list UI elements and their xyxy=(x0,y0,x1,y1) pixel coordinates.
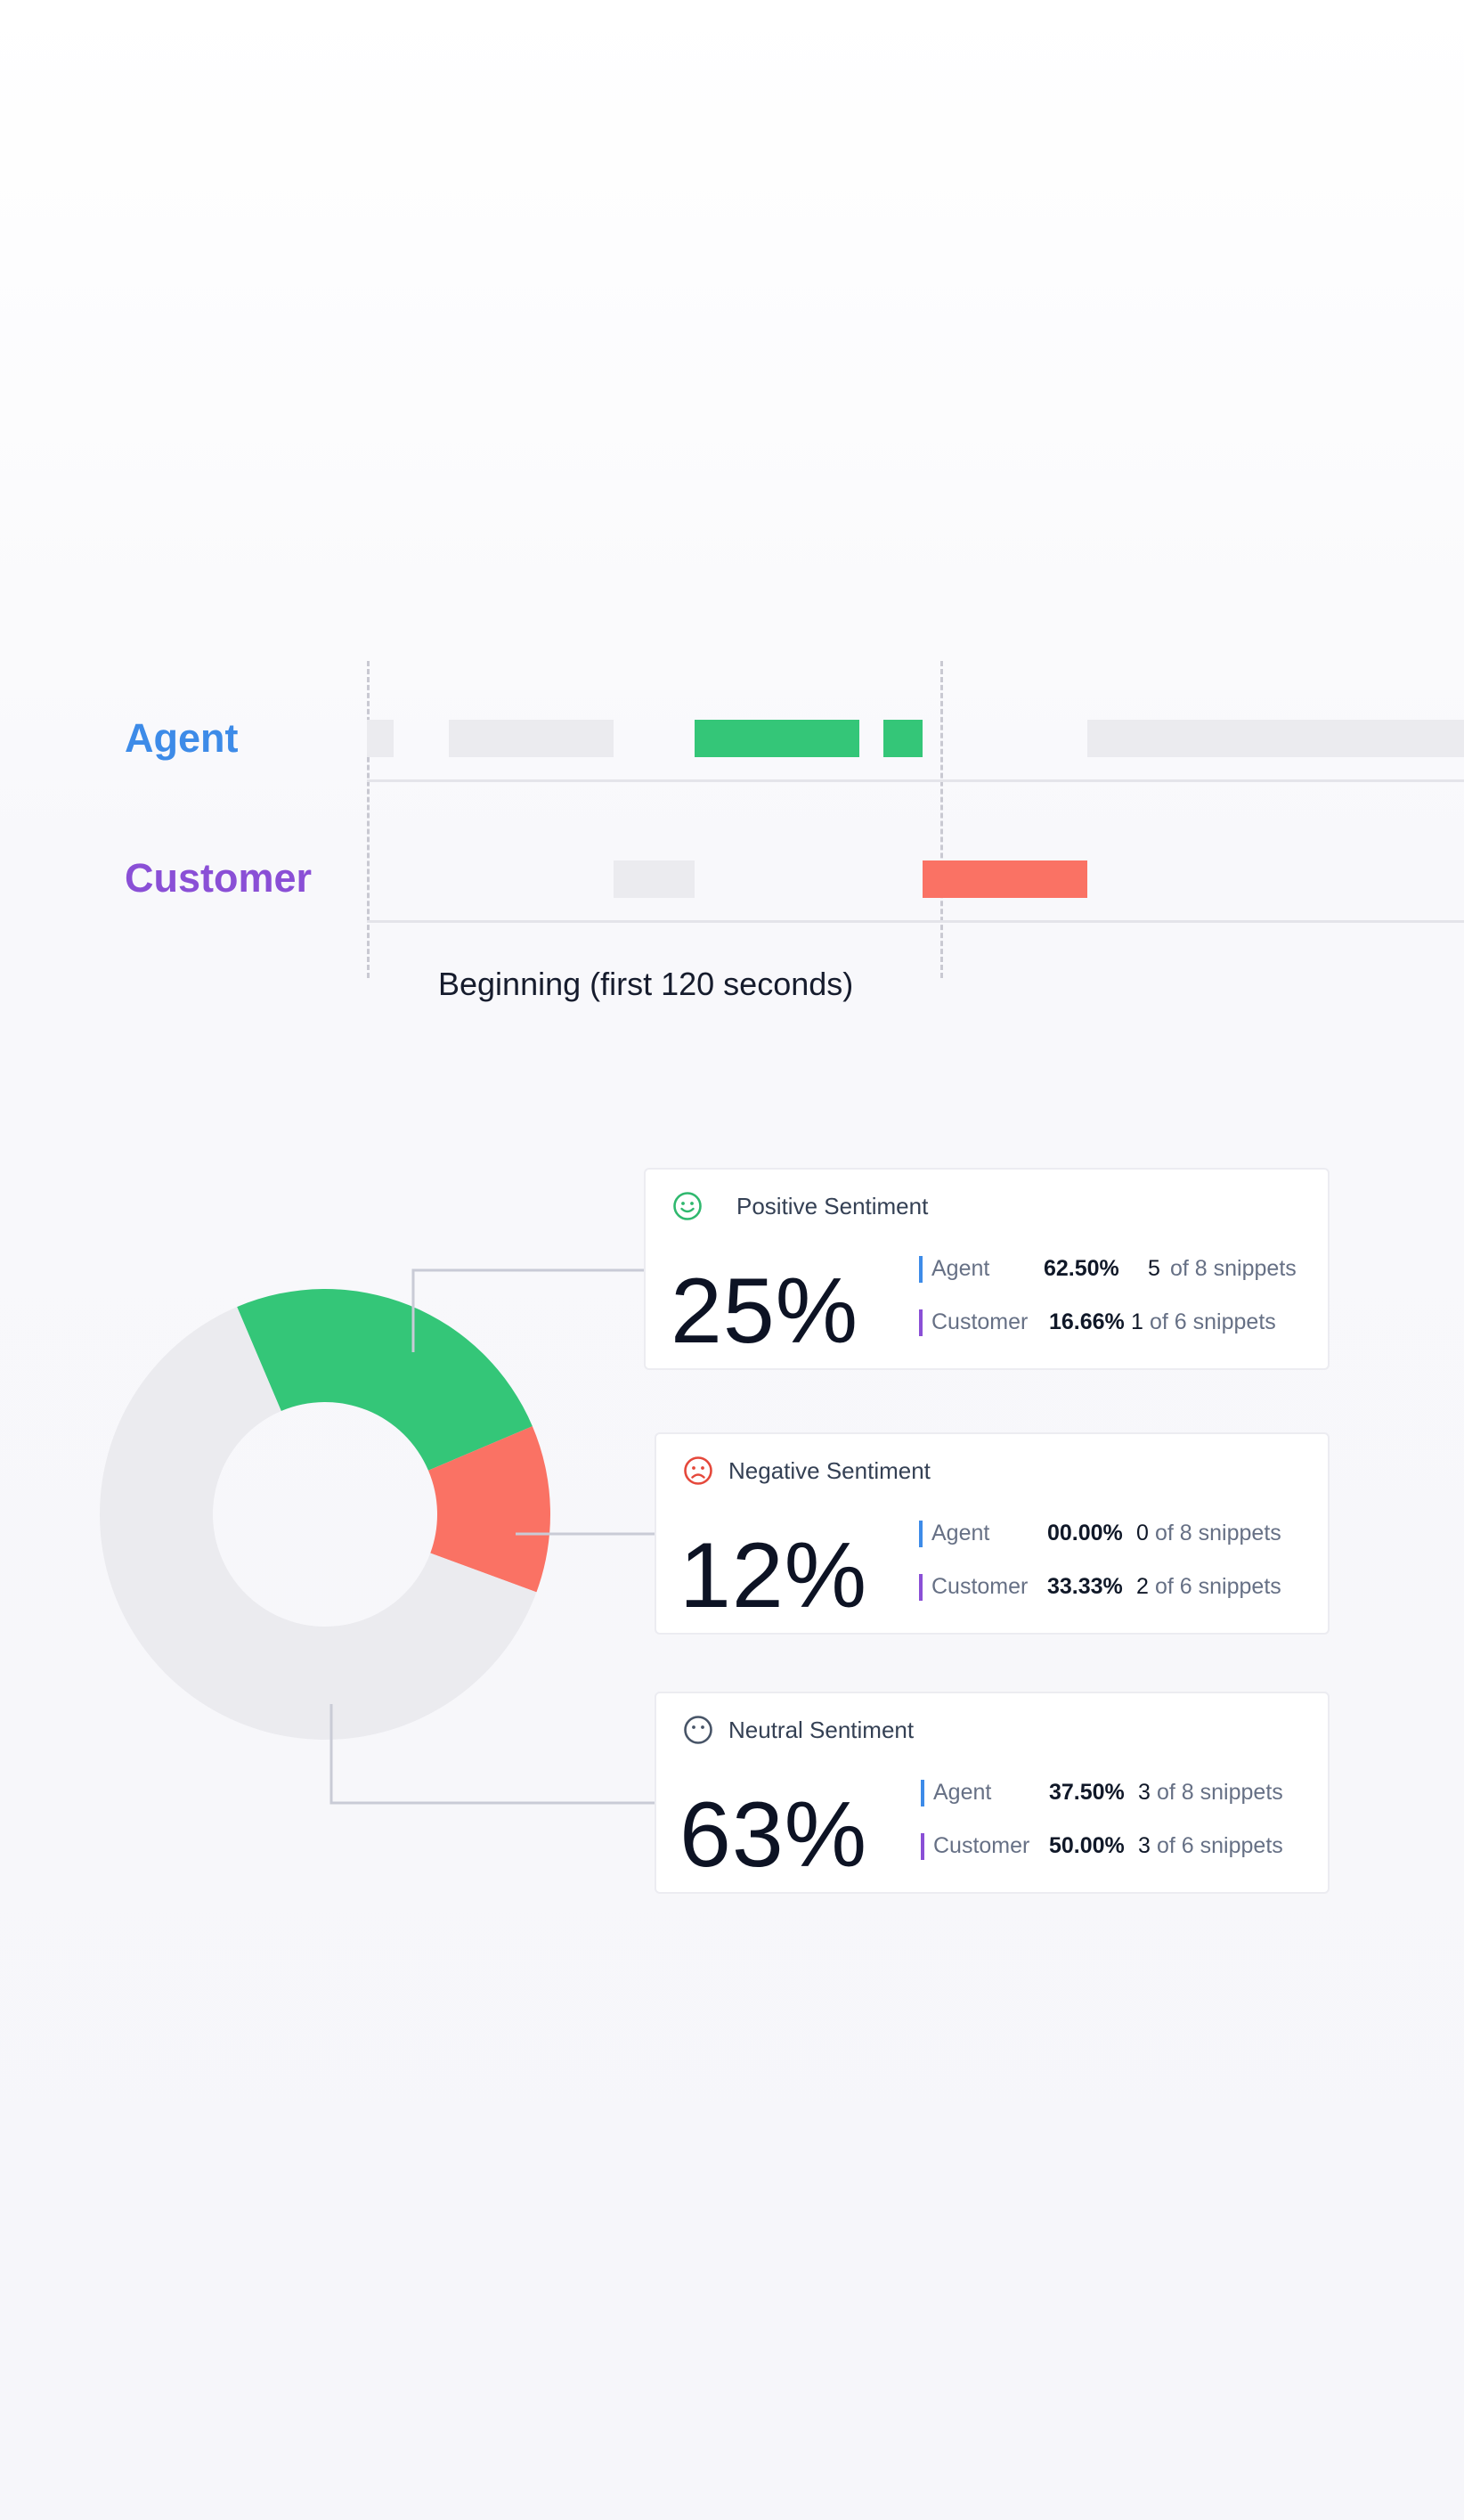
agent-neutral-segment[interactable] xyxy=(367,720,394,757)
smile-icon xyxy=(673,1192,702,1220)
neutral-face-icon xyxy=(684,1716,712,1744)
customer-marker xyxy=(919,1574,923,1601)
stat-count: 5 xyxy=(1148,1256,1160,1281)
stat-total: of 6 snippets xyxy=(1157,1833,1283,1858)
frown-icon xyxy=(684,1456,712,1485)
window-start-divider xyxy=(367,661,370,978)
positive-slice[interactable] xyxy=(237,1289,533,1471)
window-end-divider xyxy=(940,661,943,978)
negative-sentiment-card[interactable]: Negative Sentiment 12% Agent 00.00% 0 of… xyxy=(655,1432,1330,1635)
agent-track-line xyxy=(367,779,1464,782)
stat-total: of 8 snippets xyxy=(1155,1521,1281,1545)
neutral-connector xyxy=(329,1704,655,1805)
customer-marker xyxy=(921,1833,924,1860)
positive-sentiment-card[interactable]: Positive Sentiment 25% Agent 62.50% 5 of… xyxy=(644,1168,1330,1370)
sentiment-percent: 63% xyxy=(679,1783,868,1887)
stat-percent: 50.00% xyxy=(1049,1833,1125,1858)
neutral-sentiment-card[interactable]: Neutral Sentiment 63% Agent 37.50% 3 of … xyxy=(655,1692,1330,1894)
stat-total: of 8 snippets xyxy=(1157,1780,1283,1805)
agent-marker xyxy=(921,1780,924,1806)
stat-speaker: Customer xyxy=(933,1833,1030,1858)
stat-count: 3 xyxy=(1138,1780,1151,1805)
agent-marker xyxy=(919,1256,923,1283)
stat-count: 1 xyxy=(1131,1309,1143,1334)
stat-percent: 37.50% xyxy=(1049,1780,1125,1805)
stat-total: of 8 snippets xyxy=(1170,1256,1297,1281)
agent-label: Agent xyxy=(125,715,239,761)
stat-percent: 16.66% xyxy=(1049,1309,1125,1334)
customer-negative-segment[interactable] xyxy=(923,860,1087,898)
sentiment-percent: 25% xyxy=(671,1260,859,1363)
agent-neutral-segment[interactable] xyxy=(449,720,614,757)
sentiment-donut-chart xyxy=(100,1268,655,1805)
stat-speaker: Agent xyxy=(933,1780,992,1805)
sentiment-percent: 12% xyxy=(679,1524,868,1627)
stat-speaker: Customer xyxy=(931,1309,1029,1334)
customer-track-line xyxy=(367,920,1464,923)
customer-label: Customer xyxy=(125,855,313,901)
speaker-timeline: Agent Customer Beginning (first 120 seco… xyxy=(0,0,1464,1069)
stat-count: 3 xyxy=(1138,1833,1151,1858)
neutral-slice[interactable] xyxy=(100,1307,537,1740)
customer-marker xyxy=(919,1309,923,1336)
agent-positive-segment[interactable] xyxy=(695,720,859,757)
agent-neutral-segment[interactable] xyxy=(1087,720,1464,757)
stat-speaker: Customer xyxy=(931,1574,1029,1599)
negative-slice[interactable] xyxy=(427,1426,551,1593)
customer-neutral-segment[interactable] xyxy=(614,860,695,898)
connector-lines xyxy=(329,1268,655,1805)
agent-positive-segment[interactable] xyxy=(883,720,923,757)
stat-total: of 6 snippets xyxy=(1155,1574,1281,1599)
stat-speaker: Agent xyxy=(931,1521,990,1545)
positive-connector xyxy=(411,1268,644,1352)
card-title: Negative Sentiment xyxy=(728,1457,931,1484)
stat-count: 0 xyxy=(1136,1521,1149,1545)
stat-percent: 00.00% xyxy=(1047,1521,1123,1545)
stat-count: 2 xyxy=(1136,1574,1149,1599)
stat-percent: 33.33% xyxy=(1047,1574,1123,1599)
card-title: Positive Sentiment xyxy=(736,1193,929,1219)
window-label: Beginning (first 120 seconds) xyxy=(438,966,854,1002)
card-title: Neutral Sentiment xyxy=(728,1717,915,1743)
stat-speaker: Agent xyxy=(931,1256,990,1281)
agent-marker xyxy=(919,1521,923,1547)
stat-percent: 62.50% xyxy=(1044,1256,1119,1281)
stat-total: of 6 snippets xyxy=(1150,1309,1276,1334)
